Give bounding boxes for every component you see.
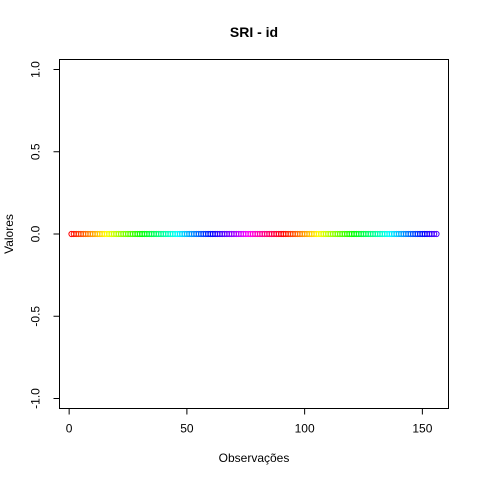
y-axis-label: Valores (2, 214, 16, 254)
y-tick-label: 0.5 (29, 143, 43, 160)
x-tick-label: 50 (180, 422, 194, 436)
y-axis: -1.0 -0.5 0.0 0.5 1.0 (29, 61, 60, 409)
x-tick-label: 100 (295, 422, 315, 436)
y-tick-label: 0.0 (29, 225, 43, 242)
x-axis-label: Observações (219, 451, 290, 465)
x-axis: 0 50 100 150 (66, 408, 433, 436)
chart-title: SRI - id (230, 24, 278, 40)
data-points (68, 230, 440, 238)
y-tick-label: 1.0 (29, 61, 43, 78)
x-tick-label: 150 (412, 422, 432, 436)
y-tick-label: -1.0 (29, 388, 43, 409)
plot-frame (59, 59, 449, 409)
x-tick-label: 0 (66, 422, 73, 436)
data-point (433, 230, 440, 238)
y-tick-label: -0.5 (29, 306, 43, 327)
data-point (431, 230, 438, 238)
